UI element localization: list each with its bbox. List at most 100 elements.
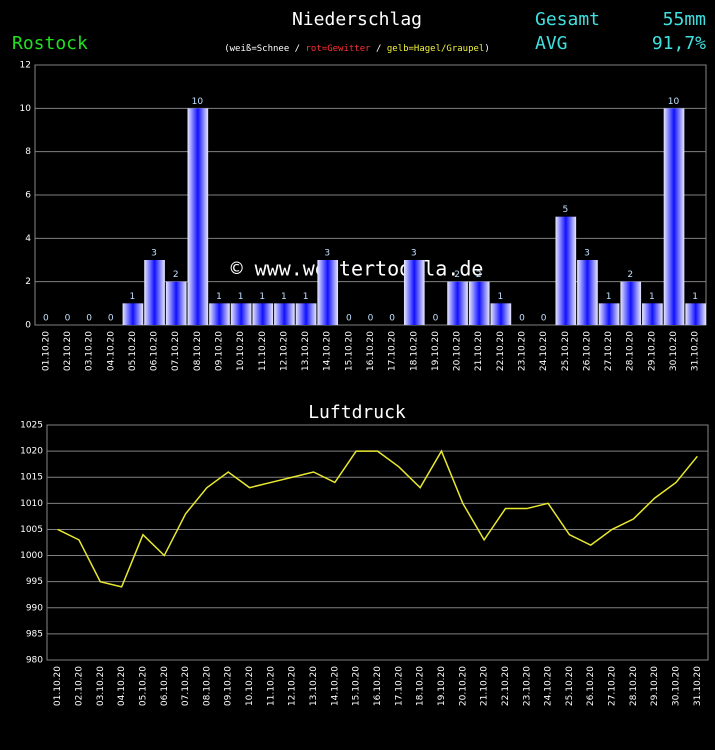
summary-label: AVG (535, 33, 568, 54)
x-tick-label: 06.10.20 (150, 331, 160, 371)
bar (252, 303, 274, 325)
y-tick-label: 1010 (20, 499, 43, 509)
x-tick-label: 19.10.20 (437, 666, 447, 706)
x-tick-label: 28.10.20 (626, 331, 636, 371)
y-tick-label: 6 (25, 191, 31, 201)
note-part: / (371, 44, 387, 54)
bar (555, 216, 577, 325)
x-tick-label: 21.10.20 (480, 666, 490, 706)
x-tick-label: 10.10.20 (236, 331, 246, 371)
note: (weiß=Schnee / rot=Gewitter / gelb=Hagel… (224, 44, 490, 54)
x-tick-label: 05.10.20 (128, 331, 138, 371)
bar (295, 303, 317, 325)
value-label: 1 (303, 292, 309, 302)
y-tick-label: 990 (26, 603, 43, 613)
x-tick-label: 26.10.20 (586, 666, 596, 706)
x-tick-label: 15.10.20 (344, 331, 354, 371)
x-tick-label: 03.10.20 (96, 666, 106, 706)
x-tick-label: 20.10.20 (453, 331, 463, 371)
value-label: 1 (281, 292, 287, 302)
value-label: 0 (43, 314, 49, 324)
x-tick-label: 01.10.20 (41, 331, 51, 371)
x-tick-label: 12.10.20 (279, 331, 289, 371)
value-label: 0 (108, 314, 114, 324)
x-tick-label: 16.10.20 (373, 666, 383, 706)
x-tick-label: 07.10.20 (171, 331, 181, 371)
value-label: 1 (606, 292, 612, 302)
value-label: 0 (368, 314, 374, 324)
x-tick-label: 18.10.20 (409, 331, 419, 371)
bar (209, 303, 230, 325)
bar (144, 260, 165, 325)
bar (165, 281, 187, 325)
x-tick-label: 29.10.20 (647, 331, 657, 371)
bar (620, 281, 642, 325)
x-tick-label: 01.10.20 (53, 666, 63, 706)
line (57, 449, 698, 588)
bar (490, 303, 512, 325)
value-label: 3 (324, 249, 330, 259)
bar (598, 303, 620, 325)
note-part: ) (484, 44, 489, 54)
summary-value: 91,7% (652, 33, 706, 54)
y-tick-label: 4 (25, 234, 31, 244)
note-part: / (289, 44, 305, 54)
x-tick-label: 26.10.20 (582, 331, 592, 371)
bar (187, 108, 209, 325)
watermark: © www.wettertoolla.de (231, 257, 484, 281)
station: Rostock (12, 33, 88, 54)
y-tick-label: 10 (20, 104, 32, 114)
bar (663, 108, 685, 325)
x-tick-label: 29.10.20 (650, 666, 660, 706)
x-tick-label: 24.10.20 (539, 331, 549, 371)
x-tick-label: 22.10.20 (501, 666, 511, 706)
value-label: 0 (433, 314, 439, 324)
x-tick-label: 11.10.20 (258, 331, 268, 371)
note-part: rot=Gewitter (306, 44, 372, 54)
x-tick-label: 21.10.20 (474, 331, 484, 371)
x-tick-label: 25.10.20 (561, 331, 571, 371)
value-label: 1 (130, 292, 136, 302)
x-tick-label: 08.10.20 (193, 331, 203, 371)
value-label: 1 (649, 292, 655, 302)
y-tick-label: 8 (25, 147, 31, 157)
x-tick-label: 19.10.20 (431, 331, 441, 371)
x-tick-label: 04.10.20 (106, 331, 116, 371)
value-label: 1 (259, 292, 265, 302)
value-label: 2 (476, 270, 482, 280)
x-tick-label: 03.10.20 (85, 331, 95, 371)
chart-title: Niederschlag (292, 9, 422, 30)
y-tick-label: 0 (25, 321, 31, 331)
bar (468, 281, 490, 325)
value-label: 3 (151, 249, 157, 259)
x-tick-label: 17.10.20 (388, 331, 398, 371)
bar (577, 260, 598, 325)
x-tick-label: 14.10.20 (323, 331, 333, 371)
x-tick-label: 20.10.20 (458, 666, 468, 706)
value-label: 0 (541, 314, 547, 324)
y-tick-label: 1020 (20, 447, 43, 457)
value-label: 2 (627, 270, 633, 280)
x-tick-label: 18.10.20 (416, 666, 426, 706)
bar (230, 303, 252, 325)
x-tick-label: 13.10.20 (309, 666, 319, 706)
y-tick-label: 985 (26, 629, 43, 639)
x-tick-label: 09.10.20 (224, 666, 234, 706)
bar (317, 260, 339, 325)
x-tick-label: 10.10.20 (245, 666, 255, 706)
x-tick-label: 27.10.20 (608, 666, 618, 706)
x-tick-label: 23.10.20 (518, 331, 528, 371)
x-tick-label: 30.10.20 (672, 666, 682, 706)
x-tick-label: 07.10.20 (181, 666, 191, 706)
x-tick-label: 24.10.20 (544, 666, 554, 706)
x-tick-label: 25.10.20 (565, 666, 575, 706)
value-label: 1 (238, 292, 244, 302)
value-label: 0 (519, 314, 525, 324)
value-label: 1 (216, 292, 222, 302)
chart-title: Luftdruck (308, 402, 406, 423)
summary-value: 55mm (663, 9, 706, 30)
y-tick-label: 1025 (20, 421, 43, 431)
value-label: 0 (86, 314, 92, 324)
